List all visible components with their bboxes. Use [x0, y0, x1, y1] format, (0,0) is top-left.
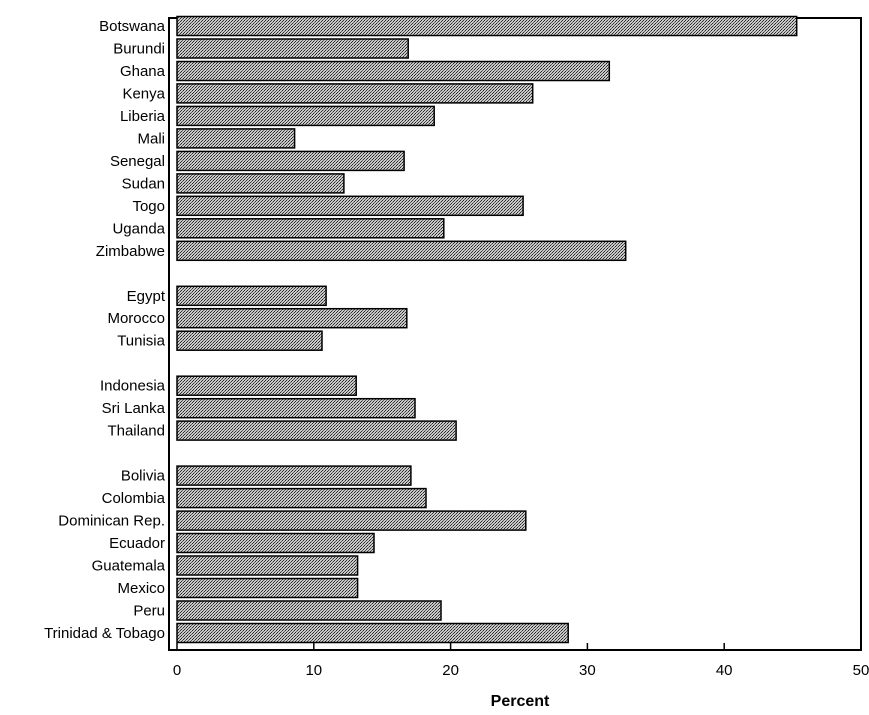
category-label-egypt: Egypt [127, 288, 166, 305]
bar-sri-lanka [176, 397, 416, 419]
category-label-ecuador: Ecuador [109, 535, 165, 552]
category-label-colombia: Colombia [102, 490, 166, 507]
category-label-tunisia: Tunisia [117, 333, 165, 350]
bar-sudan [176, 173, 345, 194]
x-tick-label-20: 20 [442, 662, 459, 679]
category-label-thailand: Thailand [107, 423, 165, 440]
category-label-zimbabwe: Zimbabwe [96, 243, 165, 260]
x-axis-title: Percent [491, 693, 550, 710]
category-label-ghana: Ghana [120, 63, 166, 80]
category-label-burundi: Burundi [113, 41, 165, 58]
category-label-botswana: Botswana [99, 18, 166, 35]
bar-bolivia [176, 465, 412, 486]
category-label-peru: Peru [133, 603, 165, 620]
bar-mali [176, 128, 296, 149]
category-label-guatemala: Guatemala [92, 558, 166, 575]
category-label-morocco: Morocco [107, 310, 165, 327]
bar-kenya [176, 83, 534, 104]
bars-layer [176, 15, 798, 644]
bar-ecuador [176, 532, 375, 554]
category-label-dominican-rep: Dominican Rep. [58, 513, 165, 530]
category-label-senegal: Senegal [110, 153, 165, 170]
category-label-trinidad-tobago: Trinidad & Tobago [44, 625, 165, 642]
bar-mexico [176, 577, 359, 599]
x-tick-label-40: 40 [716, 662, 733, 679]
bar-burundi [176, 38, 409, 59]
bar-colombia [176, 487, 427, 509]
category-label-mali: Mali [137, 130, 165, 147]
bar-egypt [176, 285, 327, 307]
x-axis-ticks: 0 10 20 30 40 50 [173, 643, 869, 679]
category-label-indonesia: Indonesia [100, 378, 166, 395]
bar-indonesia [176, 375, 357, 396]
category-label-liberia: Liberia [120, 108, 166, 125]
bar-trinidad-tobago [176, 622, 569, 644]
bar-peru [176, 600, 442, 621]
bar-guatemala [176, 555, 359, 576]
category-label-mexico: Mexico [117, 580, 165, 597]
x-tick-label-0: 0 [173, 662, 181, 679]
bar-zimbabwe [176, 240, 627, 262]
bar-ghana [176, 60, 611, 82]
category-label-sri-lanka: Sri Lanka [102, 400, 166, 417]
category-label-sudan: Sudan [122, 175, 165, 192]
category-label-uganda: Uganda [112, 220, 165, 237]
bar-uganda [176, 218, 445, 239]
bar-morocco [176, 307, 408, 329]
bar-senegal [176, 150, 405, 172]
x-tick-label-10: 10 [305, 662, 322, 679]
x-tick-label-30: 30 [579, 662, 596, 679]
x-tick-label-50: 50 [853, 662, 869, 679]
bar-botswana [176, 15, 798, 37]
category-label-kenya: Kenya [122, 85, 165, 102]
category-labels: Botswana Burundi Ghana Kenya Liberia Mali Sene… [44, 18, 166, 642]
bar-dominican-rep [176, 510, 527, 531]
category-label-togo: Togo [132, 198, 165, 215]
bar-liberia [176, 105, 435, 127]
category-label-bolivia: Bolivia [121, 468, 166, 485]
bar-thailand [176, 420, 457, 441]
bar-tunisia [176, 330, 323, 351]
bar-togo [176, 195, 524, 217]
